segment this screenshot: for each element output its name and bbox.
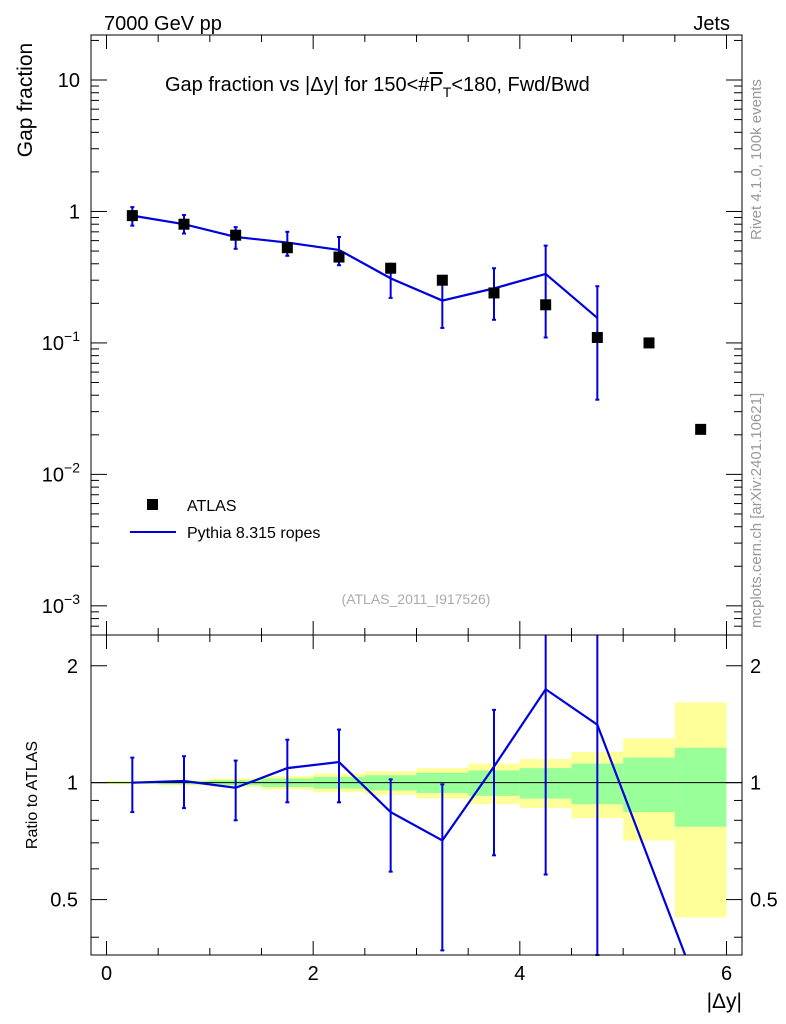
main-title-main: Gap fraction vs |Δy| for 150<#	[165, 74, 430, 96]
ratio-green-band	[674, 747, 727, 827]
pythia-line	[132, 214, 599, 319]
legend: ATLAS Pythia 8.315 ropes	[130, 498, 320, 542]
mcplots-label: mcplots.cern.ch [arXiv:2401.10621]	[748, 393, 765, 628]
atlas-data-point	[695, 423, 707, 435]
ratio-y-tick-label-right: 1	[750, 773, 761, 795]
rivet-version-label: Rivet 4.1.0, 100k events	[748, 79, 765, 240]
main-y-tick-label: 10−3	[42, 591, 80, 618]
ratio-bands	[106, 702, 727, 918]
atlas-data-point	[178, 218, 190, 230]
main-y-tick-label: 10−2	[42, 459, 80, 486]
header-right: Jets	[693, 13, 730, 35]
ratio-y-tick-label-right: 0.5	[750, 890, 778, 912]
main-title-sub: T	[443, 84, 452, 100]
legend-pythia-label: Pythia 8.315 ropes	[187, 525, 320, 542]
main-y-tick-exp: −2	[64, 459, 80, 475]
main-title-tail: <180, Fwd/Bwd	[451, 74, 589, 96]
atlas-data-point	[436, 274, 448, 286]
legend-atlas-marker	[147, 499, 158, 510]
main-y-tick-label: 1	[69, 201, 80, 223]
atlas-data-point	[333, 251, 345, 263]
ratio-line	[132, 687, 687, 956]
analysis-watermark: (ATLAS_2011_I917526)	[342, 591, 491, 607]
ratio-green-band	[623, 757, 675, 813]
atlas-data-point	[126, 210, 138, 222]
atlas-data-point	[281, 242, 293, 254]
main-y-tick-label: 10	[58, 70, 80, 92]
main-y-tick-base: 10	[42, 596, 64, 618]
main-y-tick-exp: −1	[64, 328, 80, 344]
main-y-tick-exp: −3	[64, 591, 80, 607]
legend-atlas-label: ATLAS	[187, 498, 237, 515]
main-series	[126, 206, 707, 435]
main-y-tick-base: 10	[58, 70, 80, 92]
main-frame	[90, 34, 743, 636]
x-axis-label: |Δy|	[707, 990, 742, 1013]
atlas-data-point	[488, 287, 500, 299]
ratio-series	[130, 635, 687, 956]
ratio-x-ticks: 0 2 4 6	[101, 635, 732, 985]
ratio-panel: 0.5 0.5 1 1 2 2 0 2 4 6 Ratio to ATLAS |Δy|	[24, 634, 778, 1013]
main-title-p: P	[429, 74, 442, 96]
ratio-y-tick-label-right: 2	[750, 656, 761, 678]
ratio-y-tick-label-left: 1	[67, 773, 78, 795]
atlas-data-point	[385, 262, 397, 274]
main-y-tick-base: 10	[42, 464, 64, 486]
ratio-x-tick-label: 2	[308, 963, 319, 985]
main-title: Gap fraction vs |Δy| for 150<#PT<180, Fw…	[165, 74, 590, 100]
atlas-data-point	[643, 337, 655, 349]
main-y-tick-base: 1	[69, 201, 80, 223]
ratio-y-tick-label-left: 2	[67, 656, 78, 678]
ratio-y-axis-label: Ratio to ATLAS	[24, 741, 41, 849]
ratio-y-tick-label-left: 0.5	[50, 890, 78, 912]
ratio-frame	[90, 634, 743, 956]
ratio-x-tick-label: 6	[721, 963, 732, 985]
header-left: 7000 GeV pp	[104, 13, 222, 35]
main-y-tick-label: 10−1	[42, 328, 80, 355]
main-y-tick-base: 10	[42, 333, 64, 355]
main-panel: Gap fraction Gap fraction vs |Δy| for 15…	[14, 34, 743, 636]
ratio-x-tick-label: 0	[101, 963, 112, 985]
atlas-data-point	[540, 299, 552, 311]
main-y-axis-label: Gap fraction	[14, 43, 37, 157]
atlas-data-point	[591, 331, 603, 343]
atlas-data-point	[230, 229, 242, 241]
ratio-y-ticks: 0.5 0.5 1 1 2 2	[50, 656, 778, 938]
ratio-x-tick-label: 4	[514, 963, 525, 985]
